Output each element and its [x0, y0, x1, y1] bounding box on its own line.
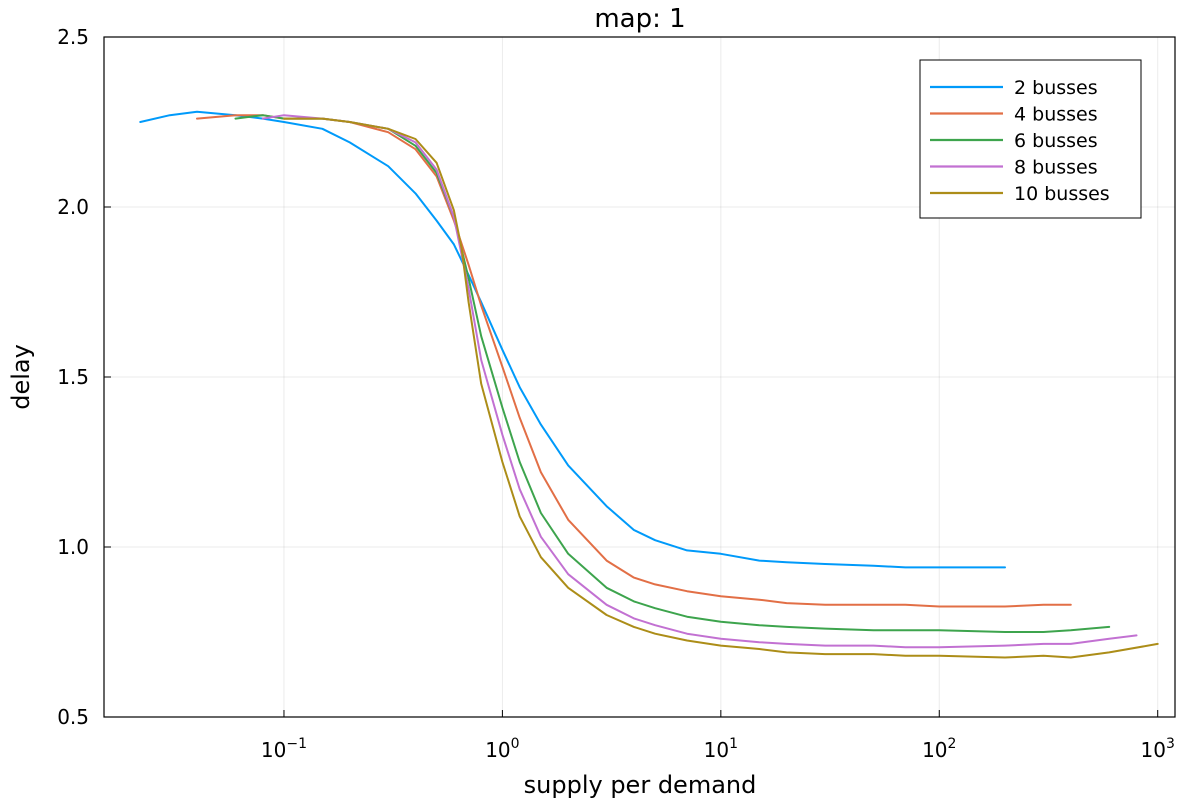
- x-tick-label: 102: [922, 736, 956, 762]
- y-tick-label: 0.5: [57, 705, 89, 729]
- series-line: [283, 117, 1159, 659]
- legend: 2 busses 4 busses 6 busses 8 busses 10 busse…: [919, 59, 1142, 219]
- x-tick-label: 10−1: [261, 736, 307, 762]
- x-tick-label: 103: [1141, 736, 1175, 762]
- y-axis-title: delay: [7, 344, 35, 410]
- x-tick-label: 101: [704, 736, 738, 762]
- axis-ticks: 10−1 100 101 102 103 0.5 1.0 1.5 2.0 2.5: [57, 25, 1175, 762]
- y-tick-label: 1.0: [57, 535, 89, 559]
- series-lines: [139, 110, 1159, 659]
- legend-label: 2 busses: [1014, 77, 1098, 99]
- legend-label: 4 busses: [1014, 104, 1098, 126]
- series-line: [139, 110, 1006, 569]
- y-tick-label: 2.0: [57, 195, 89, 219]
- legend-label: 10 busses: [1014, 183, 1110, 205]
- legend-label: 6 busses: [1014, 130, 1098, 152]
- x-tick-label: 100: [485, 736, 519, 762]
- chart-title: map: 1: [594, 4, 685, 34]
- y-tick-label: 1.5: [57, 365, 89, 389]
- x-axis-title: supply per demand: [524, 771, 757, 799]
- y-tick-label: 2.5: [57, 25, 89, 49]
- series-line: [261, 114, 1138, 649]
- legend-label: 8 busses: [1014, 157, 1098, 179]
